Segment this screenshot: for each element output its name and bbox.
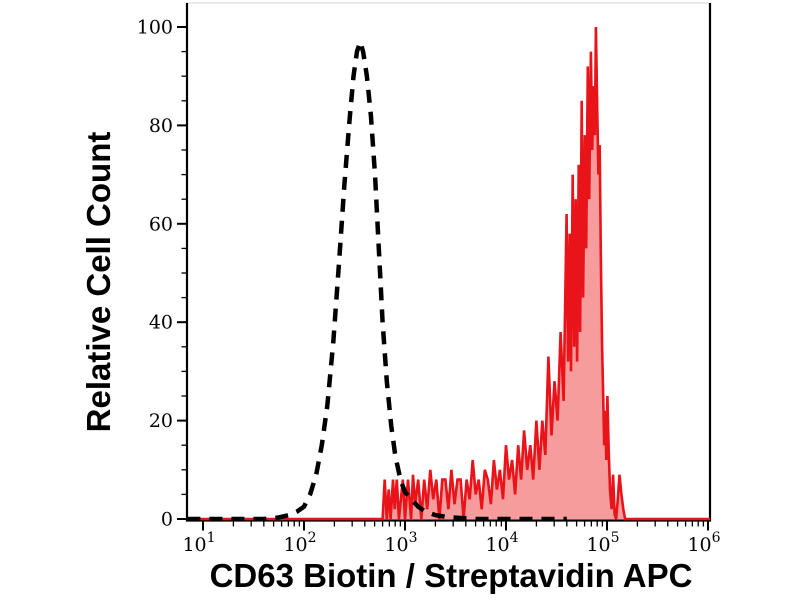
axes bbox=[185, 2, 712, 522]
y-axis: 0 20 40 60 80 100 bbox=[137, 17, 187, 531]
y-axis-title: Relative Cell Count bbox=[80, 131, 117, 433]
y-tick-label: 20 bbox=[149, 410, 173, 432]
series-black-dashed-histogram bbox=[187, 39, 567, 522]
x-tick-label: 105 bbox=[586, 530, 619, 556]
x-tick-label: 103 bbox=[384, 530, 417, 556]
series-red-filled-histogram bbox=[187, 26, 711, 521]
x-tick-label: 104 bbox=[485, 530, 518, 556]
y-tick-label: 100 bbox=[137, 17, 173, 39]
x-tick-label: 106 bbox=[687, 530, 720, 556]
x-axis-title: CD63 Biotin / Streptavidin APC bbox=[209, 557, 693, 594]
y-tick-label: 60 bbox=[149, 213, 173, 235]
y-tick-label: 0 bbox=[161, 509, 173, 531]
y-tick-label: 80 bbox=[149, 115, 173, 137]
y-tick-label: 40 bbox=[149, 312, 173, 334]
x-axis: 101 102 103 104 105 106 bbox=[182, 521, 721, 556]
x-tick-label: 102 bbox=[283, 530, 316, 556]
x-tick-label: 101 bbox=[182, 530, 215, 556]
